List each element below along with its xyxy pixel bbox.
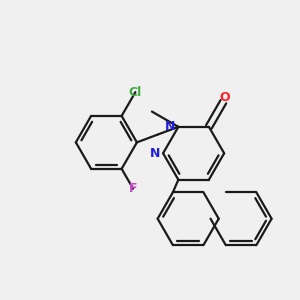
Text: O: O bbox=[219, 91, 230, 104]
Text: N: N bbox=[149, 147, 160, 160]
Text: F: F bbox=[129, 182, 137, 195]
Text: N: N bbox=[165, 120, 175, 133]
Text: Cl: Cl bbox=[129, 85, 142, 99]
